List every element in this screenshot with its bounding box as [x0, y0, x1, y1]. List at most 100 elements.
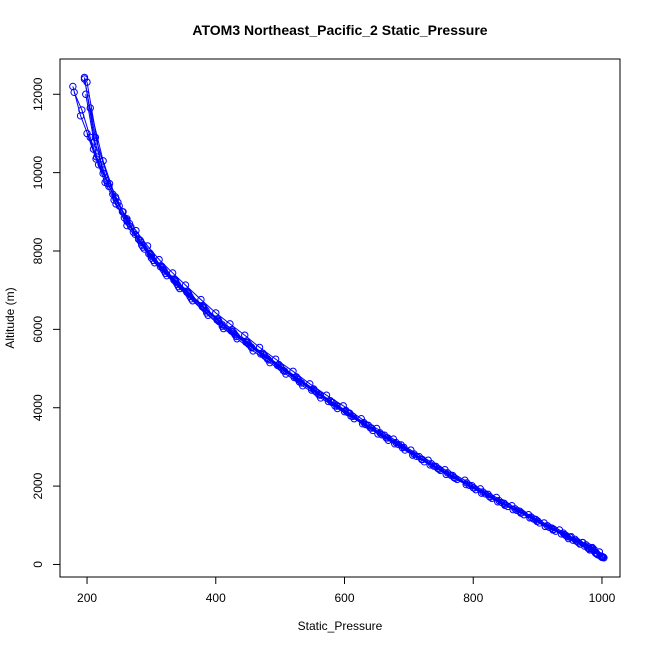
y-tick-label: 4000 [31, 394, 45, 421]
data-point [86, 104, 94, 112]
y-tick-label: 2000 [31, 472, 45, 499]
data-point [316, 391, 324, 399]
data-point [293, 374, 302, 383]
series-1 [83, 78, 607, 561]
y-tick-label: 12000 [31, 77, 45, 111]
data-point [158, 263, 167, 272]
data-point [290, 373, 298, 382]
data-point [136, 237, 145, 245]
data-point [465, 481, 474, 490]
series-line [86, 133, 603, 558]
data-point [598, 552, 606, 561]
series-layer [69, 73, 608, 562]
plot-frame [59, 58, 621, 578]
data-point [198, 302, 206, 311]
series-line [83, 77, 603, 557]
x-tick-label: 800 [463, 591, 483, 605]
data-point [170, 276, 178, 284]
series-line [83, 78, 601, 557]
data-point [115, 202, 123, 210]
series-3 [80, 75, 604, 560]
series-2 [80, 73, 606, 561]
data-point [418, 455, 427, 464]
data-point [324, 397, 333, 406]
data-point [436, 466, 445, 475]
data-point [70, 88, 78, 97]
data-point [344, 408, 352, 417]
series-4 [69, 82, 606, 562]
data-point [333, 402, 341, 410]
data-point [584, 543, 593, 551]
data-point [214, 316, 223, 325]
data-point [530, 515, 538, 523]
series-line [73, 92, 605, 559]
data-point [497, 498, 506, 507]
series-line [85, 94, 603, 558]
data-point [362, 420, 370, 429]
y-tick-label: 6000 [31, 316, 45, 343]
x-tick-label: 600 [334, 591, 354, 605]
data-point [430, 462, 438, 470]
data-point [125, 219, 134, 228]
data-point [105, 182, 113, 191]
data-point [99, 157, 107, 165]
data-point [340, 407, 349, 416]
data-point [394, 440, 403, 449]
data-point [569, 536, 577, 544]
y-tick-label: 8000 [31, 237, 45, 264]
data-point [171, 277, 179, 285]
data-point [147, 250, 155, 259]
data-point [78, 106, 86, 114]
data-point [453, 475, 461, 484]
data-point [241, 331, 249, 339]
x-tick-label: 1000 [589, 591, 616, 605]
series-line [72, 86, 603, 558]
data-point [572, 537, 580, 545]
data-point [488, 494, 496, 502]
data-point [276, 362, 284, 370]
data-point [199, 303, 208, 312]
data-point [358, 420, 367, 428]
data-point [184, 289, 192, 297]
data-point [212, 309, 220, 317]
data-point [228, 328, 237, 336]
data-point [378, 431, 386, 439]
data-point [82, 90, 90, 98]
data-point [545, 523, 553, 531]
data-point [447, 471, 455, 479]
data-point [526, 514, 534, 522]
x-tick-label: 400 [206, 591, 226, 605]
x-axis-label: Static_Pressure [298, 619, 383, 633]
data-point [307, 386, 316, 394]
data-point [311, 387, 319, 395]
data-point [91, 133, 100, 142]
series-6 [86, 104, 606, 560]
data-point [412, 452, 421, 461]
series-8 [82, 90, 606, 561]
data-point [592, 549, 600, 557]
data-point [92, 153, 101, 161]
data-point [560, 530, 569, 539]
series-line [89, 107, 602, 557]
y-tick-label: 10000 [31, 156, 45, 190]
data-point [243, 338, 252, 347]
series-5 [70, 88, 608, 562]
x-tick-label: 200 [77, 591, 97, 605]
data-point [420, 458, 429, 466]
data-point [168, 269, 177, 277]
data-point [181, 281, 190, 289]
data-point [83, 129, 91, 138]
data-point [134, 235, 143, 243]
y-axis-label: Altitude (m) [3, 287, 17, 348]
data-point [462, 480, 470, 489]
data-point [472, 485, 480, 494]
data-point [349, 412, 357, 421]
data-point [101, 178, 109, 187]
data-point [226, 320, 234, 328]
data-point [481, 490, 490, 498]
data-point [80, 75, 89, 83]
data-point [197, 295, 205, 304]
data-point [426, 461, 434, 469]
